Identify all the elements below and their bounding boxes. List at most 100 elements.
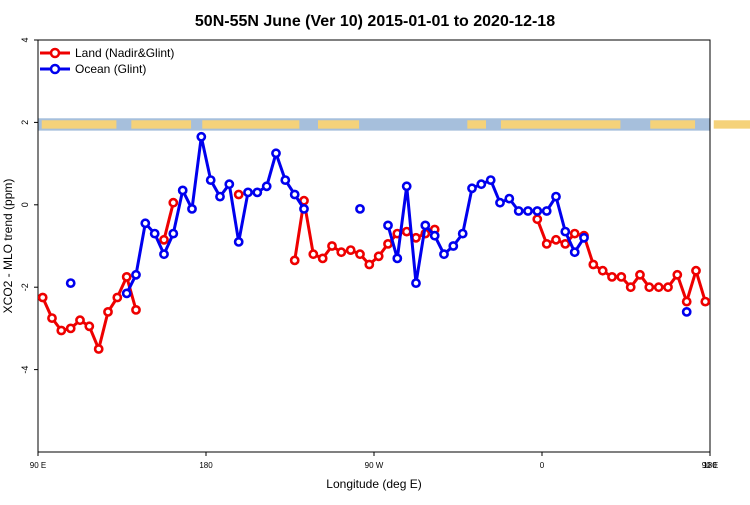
data-point: [560, 226, 571, 237]
data-point: [411, 278, 421, 288]
data-point: [364, 259, 375, 270]
data-point: [121, 288, 132, 299]
band-land: [500, 120, 621, 129]
land-sea-band: [38, 118, 750, 131]
x-tick-label-right: 180: [703, 461, 717, 470]
series-layer: [38, 131, 746, 354]
data-point: [159, 249, 169, 260]
data-point: [709, 298, 710, 301]
legend-item-ocean: Ocean (Glint): [40, 62, 146, 76]
band-land: [318, 120, 360, 129]
data-point: [336, 247, 347, 258]
band-land: [131, 120, 192, 129]
data-point: [411, 232, 421, 243]
data-point: [131, 304, 141, 315]
legend-ocean-marker: [49, 63, 61, 75]
data-point: [429, 230, 440, 241]
x-tick-label: 90 W: [365, 461, 384, 470]
data-point: [579, 232, 589, 243]
data-point: [383, 238, 393, 249]
data-point: [131, 269, 141, 280]
data-point: [299, 203, 309, 214]
y-tick-label: -4: [20, 366, 30, 374]
data-point: [691, 265, 701, 276]
chart-title: 50N-55N June (Ver 10) 2015-01-01 to 2020…: [195, 13, 555, 30]
series-line: [41, 275, 138, 351]
data-point: [448, 241, 459, 251]
data-point: [47, 313, 57, 323]
data-point: [532, 214, 543, 225]
data-point: [607, 271, 617, 282]
data-point: [457, 228, 468, 239]
series-line: [386, 178, 586, 285]
y-tick-label: 2: [20, 120, 30, 125]
data-point: [38, 292, 48, 303]
data-point: [467, 183, 477, 194]
data-point: [383, 220, 393, 231]
data-point: [75, 315, 85, 326]
data-point: [597, 265, 608, 276]
data-point: [681, 296, 692, 307]
series-land: [38, 189, 746, 354]
data-point: [345, 245, 356, 255]
data-point: [401, 226, 412, 237]
data-point: [252, 187, 263, 198]
data-point: [280, 175, 291, 185]
data-point: [720, 294, 727, 301]
data-point: [121, 271, 132, 282]
band-land: [713, 120, 750, 129]
data-point: [187, 203, 197, 214]
data-point: [541, 238, 552, 249]
band-land: [467, 120, 486, 129]
band-land: [650, 120, 696, 129]
x-tick-label: 0: [540, 461, 545, 470]
data-point: [112, 292, 123, 303]
data-point: [392, 253, 403, 264]
data-point: [551, 234, 561, 245]
data-point: [681, 306, 692, 317]
data-point: [224, 179, 235, 190]
data-point: [168, 197, 179, 208]
data-point: [159, 234, 169, 245]
data-point: [196, 131, 207, 142]
data-point: [289, 189, 300, 200]
data-point: [513, 206, 524, 216]
data-point: [271, 148, 281, 159]
series-ocean: [65, 131, 692, 317]
data-point: [243, 187, 253, 198]
data-point: [485, 175, 496, 185]
data-point: [700, 296, 710, 307]
data-point: [168, 228, 179, 239]
legend-land-marker: [49, 47, 61, 59]
data-point: [739, 327, 746, 334]
data-point: [560, 238, 571, 249]
data-point: [663, 282, 673, 293]
band-land: [41, 120, 117, 129]
data-point: [551, 191, 561, 202]
data-point: [588, 259, 599, 270]
data-point: [355, 249, 365, 260]
data-point: [93, 344, 104, 354]
data-point: [103, 306, 113, 317]
data-point: [308, 249, 319, 260]
legend-ocean-label: Ocean (Glint): [75, 62, 146, 76]
data-point: [373, 251, 384, 262]
x-tick-label: 90 E: [702, 461, 718, 470]
data-point: [355, 203, 365, 214]
x-tick-label: 90 E: [30, 461, 46, 470]
data-point: [476, 179, 487, 190]
data-point: [233, 189, 244, 200]
data-point: [149, 228, 160, 239]
data-point: [616, 271, 627, 282]
data-point: [215, 191, 225, 202]
data-point: [56, 325, 67, 336]
band-land: [202, 120, 300, 129]
data-point: [644, 282, 655, 293]
data-point: [504, 193, 515, 204]
data-point: [65, 323, 76, 334]
plot-frame: [37, 39, 711, 453]
data-point: [140, 218, 151, 229]
y-tick-label: -2: [20, 283, 30, 291]
